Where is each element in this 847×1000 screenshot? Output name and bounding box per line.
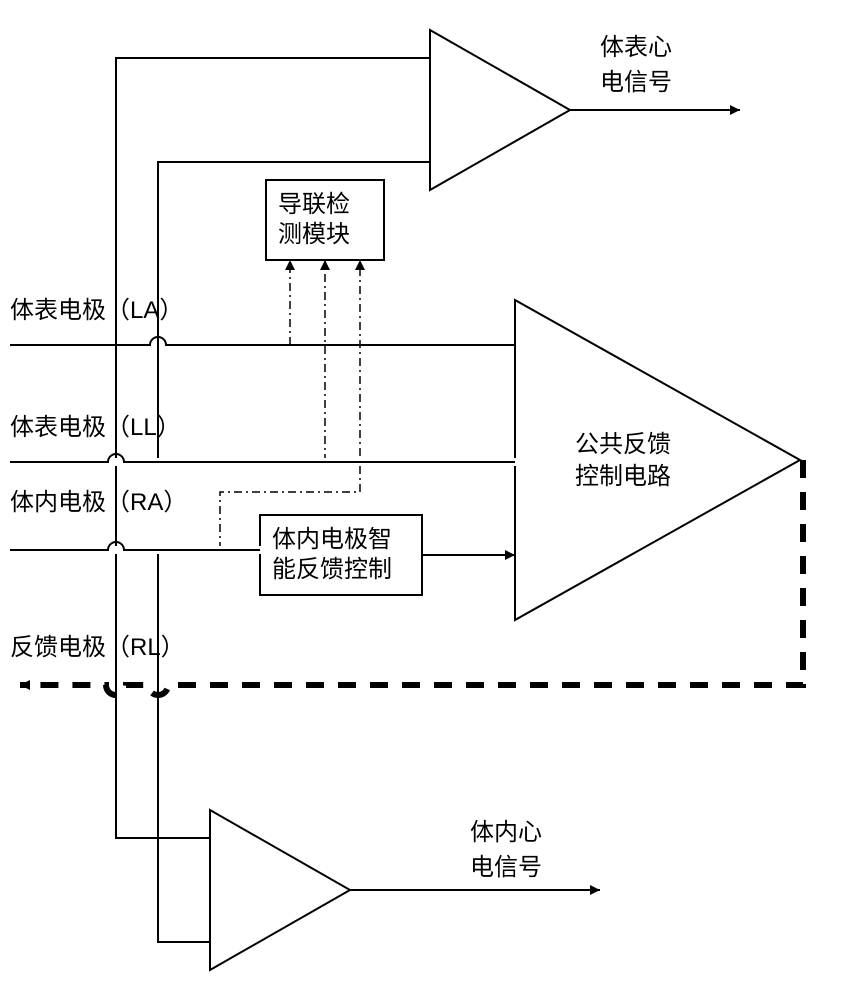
surface-ecg-amp [430, 30, 570, 190]
common-feedback-amp [515, 300, 800, 620]
la-line [10, 337, 515, 345]
common-fb-label-2: 控制电路 [575, 463, 671, 490]
common-fb-label-1: 公共反馈 [575, 431, 671, 458]
internal-ecg-amp [210, 810, 350, 970]
input-label-ll: 体表电极（LL） [10, 414, 181, 441]
lead-detect-label-2: 测模块 [278, 221, 350, 248]
surface-output-label-1: 体表心 [600, 34, 672, 61]
intra-fb-label-1: 体内电极智 [272, 526, 392, 553]
surface-output-label-2: 电信号 [600, 69, 672, 96]
inputs: 体表电极（LA）体表电极（LL）体内电极（RA）反馈电极（RL） [10, 297, 187, 661]
ra-to-internal-amp [158, 550, 210, 942]
input-label-ra: 体内电极（RA） [10, 489, 187, 516]
internal-output-label-1: 体内心 [470, 819, 542, 846]
lead-detect-label-1: 导联检 [278, 191, 350, 218]
internal-output-label-2: 电信号 [470, 854, 542, 881]
intra-fb-label-2: 能反馈控制 [272, 556, 392, 583]
